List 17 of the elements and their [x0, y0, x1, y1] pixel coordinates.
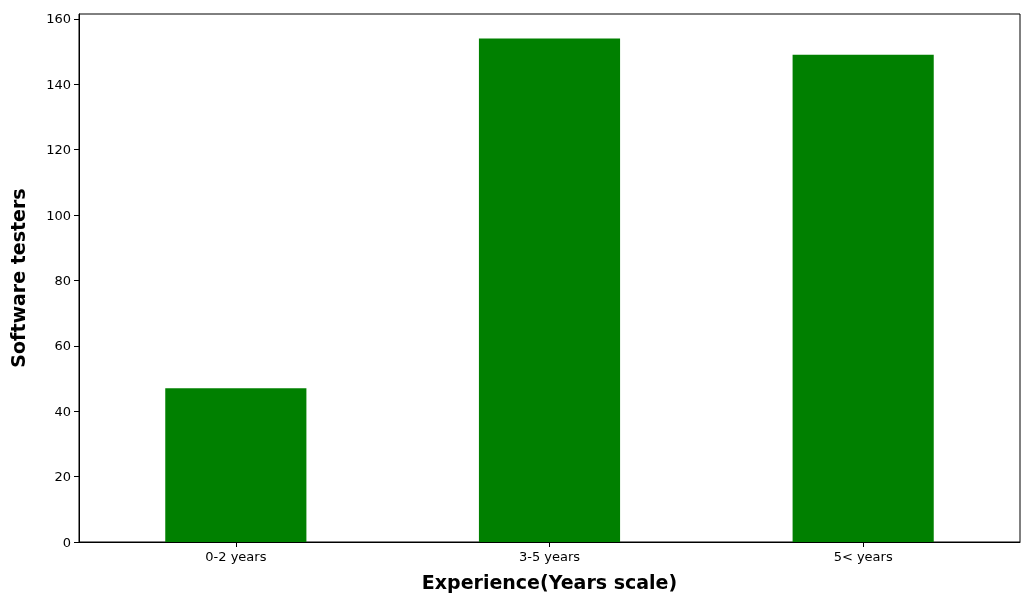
bar	[792, 54, 934, 542]
bar	[478, 38, 621, 542]
y-axis-title: Software testers	[6, 188, 29, 368]
y-tick-label: 60	[54, 338, 71, 354]
y-tick-label: 120	[46, 142, 71, 158]
y-tick-label: 0	[62, 534, 71, 550]
y-tick-label: 80	[54, 272, 71, 288]
y-tick-label: 20	[54, 469, 71, 485]
y-tick-label: 40	[54, 403, 71, 419]
y-tick-label: 140	[46, 76, 71, 92]
x-tick-label: 5< years	[833, 549, 893, 564]
y-tick-label: 100	[46, 207, 71, 223]
x-tick-label: 3-5 years	[518, 549, 581, 564]
bar	[165, 388, 307, 542]
x-tick-label: 0-2 years	[205, 549, 267, 564]
y-tick-label: 160	[46, 11, 71, 27]
x-axis-title: Experience(Years scale)	[421, 570, 678, 593]
